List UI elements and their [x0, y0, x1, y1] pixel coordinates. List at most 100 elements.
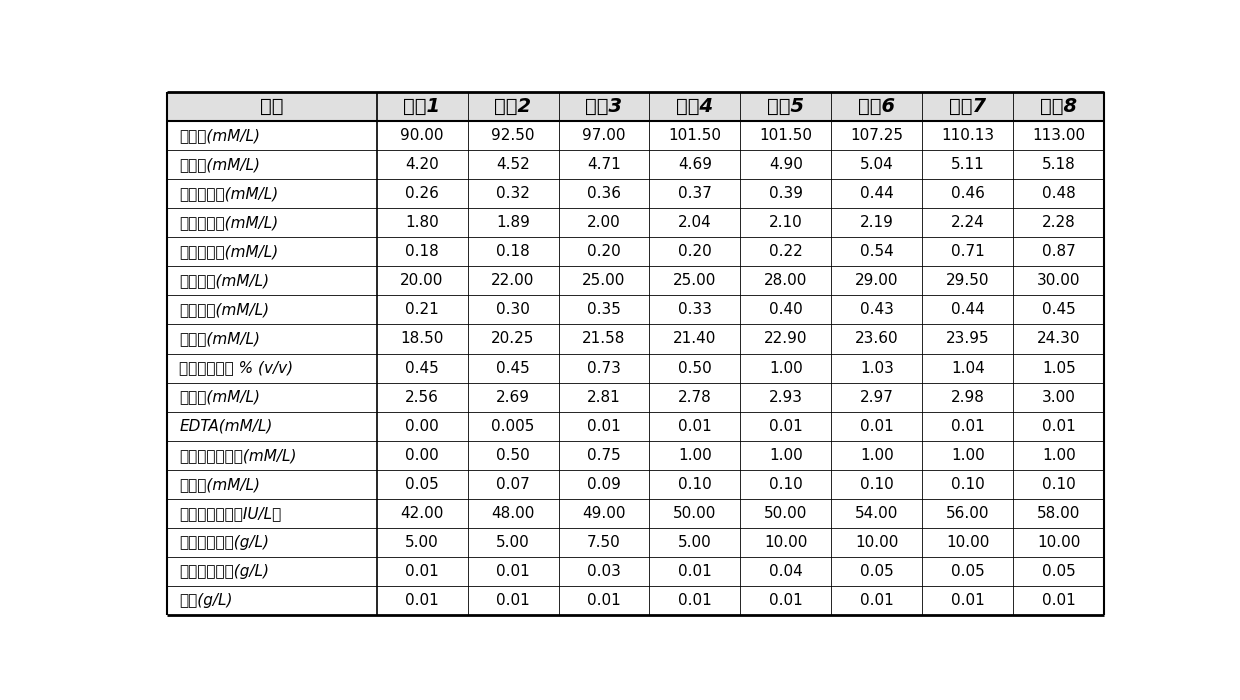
Text: 2.28: 2.28	[1042, 216, 1076, 230]
Text: 23.60: 23.60	[856, 332, 899, 346]
Text: 0.44: 0.44	[951, 302, 985, 317]
Text: 0.01: 0.01	[587, 593, 621, 608]
Text: 0.10: 0.10	[861, 477, 894, 491]
Text: 配方2: 配方2	[495, 97, 532, 116]
Text: 2.24: 2.24	[951, 216, 985, 230]
Text: EDTA(mM/L): EDTA(mM/L)	[179, 419, 273, 433]
Text: 丙胺酰谷氨酰胺(mM/L): 丙胺酰谷氨酰胺(mM/L)	[179, 448, 296, 463]
Text: 配方7: 配方7	[950, 97, 987, 116]
Text: 2.56: 2.56	[405, 390, 439, 405]
Text: 29.00: 29.00	[856, 274, 899, 288]
Text: 0.75: 0.75	[587, 448, 621, 463]
Text: 0.37: 0.37	[678, 186, 712, 201]
Text: 0.10: 0.10	[769, 477, 802, 491]
Text: 0.54: 0.54	[861, 244, 894, 259]
Text: 10.00: 10.00	[946, 535, 990, 550]
Text: 0.04: 0.04	[769, 564, 802, 579]
Text: 10.00: 10.00	[764, 535, 807, 550]
Text: 0.01: 0.01	[861, 419, 894, 433]
Text: 0.01: 0.01	[678, 419, 712, 433]
Text: 0.01: 0.01	[1042, 419, 1076, 433]
Text: 2.78: 2.78	[678, 390, 712, 405]
Text: 0.01: 0.01	[405, 593, 439, 608]
Text: 1.05: 1.05	[1042, 360, 1076, 375]
Text: 非必需氨基酸 % (v/v): 非必需氨基酸 % (v/v)	[179, 360, 293, 375]
Text: 30.00: 30.00	[1037, 274, 1081, 288]
Text: 4.71: 4.71	[587, 158, 621, 172]
Text: 5.00: 5.00	[405, 535, 439, 550]
Text: 0.10: 0.10	[1042, 477, 1076, 491]
Text: 0.10: 0.10	[678, 477, 712, 491]
Text: 97.00: 97.00	[583, 128, 626, 144]
Text: 5.11: 5.11	[951, 158, 985, 172]
Text: 49.00: 49.00	[583, 506, 626, 521]
Text: 2.81: 2.81	[587, 390, 621, 405]
Text: 0.50: 0.50	[678, 360, 712, 375]
Text: 1.04: 1.04	[951, 360, 985, 375]
Text: 2.69: 2.69	[496, 390, 529, 405]
Text: 配方1: 配方1	[403, 97, 440, 116]
Text: 0.22: 0.22	[769, 244, 802, 259]
Text: 0.01: 0.01	[405, 564, 439, 579]
Text: 0.35: 0.35	[587, 302, 621, 317]
Text: 0.07: 0.07	[496, 477, 529, 491]
Text: 0.45: 0.45	[1042, 302, 1076, 317]
Text: 0.40: 0.40	[769, 302, 802, 317]
Text: 二水氯化钒(mM/L): 二水氯化钒(mM/L)	[179, 216, 279, 230]
Text: 0.87: 0.87	[1042, 244, 1076, 259]
Text: 4.90: 4.90	[769, 158, 804, 172]
Text: 0.05: 0.05	[1042, 564, 1076, 579]
Text: 配方8: 配方8	[1040, 97, 1078, 116]
Text: 29.50: 29.50	[946, 274, 990, 288]
Text: 0.05: 0.05	[951, 564, 985, 579]
Text: 0.01: 0.01	[496, 564, 529, 579]
Text: 0.73: 0.73	[587, 360, 621, 375]
Text: 七水硫酸镁(mM/L): 七水硫酸镁(mM/L)	[179, 244, 279, 259]
Text: 配方6: 配方6	[858, 97, 895, 116]
Text: 牛磺酸(mM/L): 牛磺酸(mM/L)	[179, 477, 260, 491]
Text: 101.50: 101.50	[759, 128, 812, 144]
Text: 4.20: 4.20	[405, 158, 439, 172]
Text: 0.45: 0.45	[496, 360, 529, 375]
Text: 4.69: 4.69	[678, 158, 712, 172]
Text: 0.00: 0.00	[405, 419, 439, 433]
Text: 乳酸钙(mM/L): 乳酸钙(mM/L)	[179, 332, 260, 346]
Text: 54.00: 54.00	[856, 506, 899, 521]
Text: 20.00: 20.00	[401, 274, 444, 288]
Text: 0.01: 0.01	[769, 419, 802, 433]
Bar	[166, 92, 1105, 121]
Text: 0.20: 0.20	[587, 244, 621, 259]
Text: 成分: 成分	[259, 97, 283, 116]
Text: 50.00: 50.00	[764, 506, 807, 521]
Text: 0.21: 0.21	[405, 302, 439, 317]
Text: 氯化钙(mM/L): 氯化钙(mM/L)	[179, 128, 260, 144]
Text: 1.00: 1.00	[1042, 448, 1076, 463]
Text: 氯化鿨(mM/L): 氯化鿨(mM/L)	[179, 158, 260, 172]
Text: 1.89: 1.89	[496, 216, 529, 230]
Text: 0.46: 0.46	[951, 186, 985, 201]
Text: 0.20: 0.20	[678, 244, 712, 259]
Text: 碳酸氢钙(mM/L): 碳酸氢钙(mM/L)	[179, 274, 269, 288]
Text: 0.39: 0.39	[769, 186, 804, 201]
Text: 0.00: 0.00	[405, 448, 439, 463]
Text: 0.36: 0.36	[587, 186, 621, 201]
Text: 5.04: 5.04	[861, 158, 894, 172]
Text: 2.19: 2.19	[861, 216, 894, 230]
Text: 0.05: 0.05	[405, 477, 439, 491]
Text: 28.00: 28.00	[764, 274, 807, 288]
Text: 1.00: 1.00	[769, 360, 802, 375]
Text: 5.00: 5.00	[496, 535, 529, 550]
Text: 92.50: 92.50	[491, 128, 534, 144]
Text: 25.00: 25.00	[673, 274, 717, 288]
Text: 0.18: 0.18	[496, 244, 529, 259]
Text: 0.09: 0.09	[587, 477, 621, 491]
Text: 0.45: 0.45	[405, 360, 439, 375]
Text: 2.04: 2.04	[678, 216, 712, 230]
Text: 0.33: 0.33	[678, 302, 712, 317]
Text: 58.00: 58.00	[1038, 506, 1080, 521]
Text: 107.25: 107.25	[851, 128, 904, 144]
Text: 1.00: 1.00	[861, 448, 894, 463]
Text: 丙酮酸钙(mM/L): 丙酮酸钙(mM/L)	[179, 302, 269, 317]
Text: 22.00: 22.00	[491, 274, 534, 288]
Text: 0.01: 0.01	[678, 593, 712, 608]
